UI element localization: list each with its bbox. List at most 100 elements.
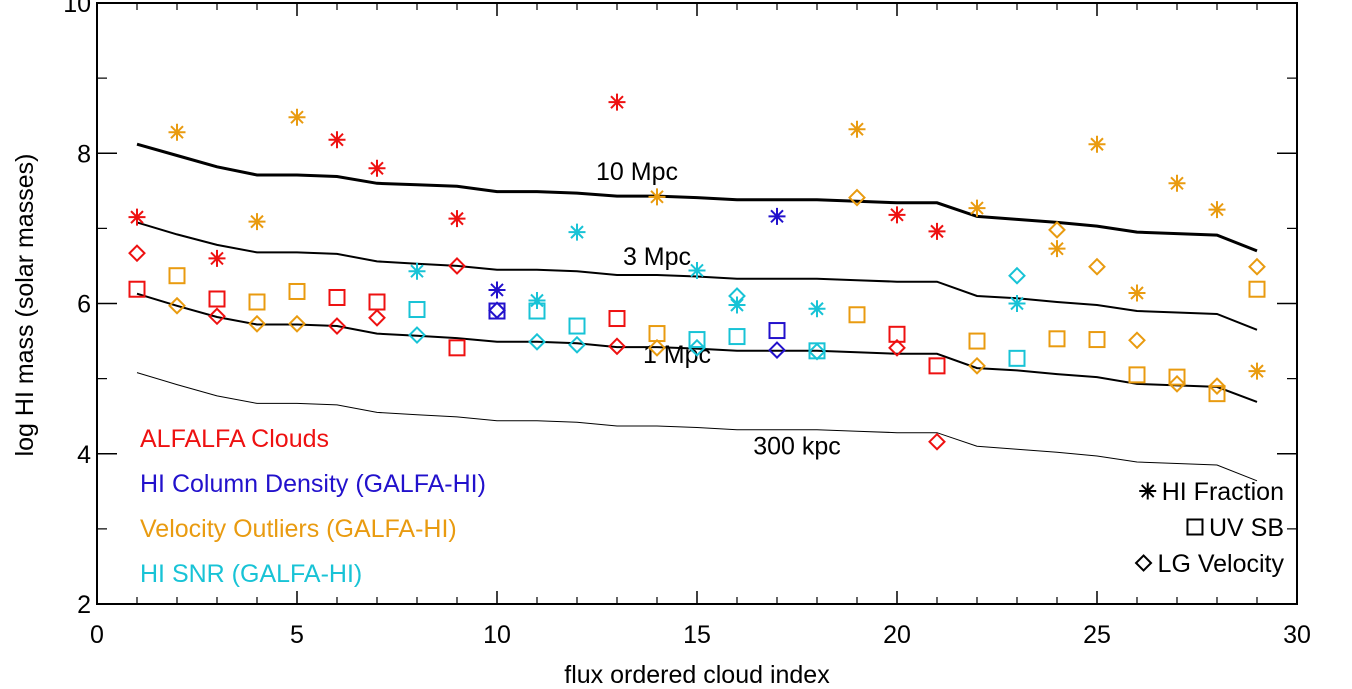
velocity-diamond-point	[968, 356, 986, 375]
velocity-square-point	[168, 267, 186, 285]
velocity-diamond-point	[1088, 257, 1106, 276]
reference-curves: 10 Mpc 3 Mpc 1 Mpc 300 kpc	[136, 142, 1258, 482]
x-tick-label: 20	[883, 621, 911, 649]
reference-curve-line	[136, 372, 1258, 482]
symbol-legend-square-label: UV SB	[1209, 514, 1284, 542]
velocity-asterisk-point	[1048, 240, 1066, 258]
y-tick-label: 6	[77, 291, 91, 319]
column-diamond-point	[488, 301, 506, 320]
velocity-square-point	[1088, 331, 1106, 349]
velocity-diamond-point	[1208, 377, 1226, 396]
alfalfa-square-point	[448, 339, 466, 357]
x-tick-label: 15	[683, 621, 711, 649]
velocity-diamond-point	[1128, 331, 1146, 350]
alfalfa-square-point	[928, 357, 946, 375]
velocity-asterisk-point	[1248, 362, 1266, 380]
velocity-square-point	[248, 293, 266, 311]
alfalfa-square-point	[128, 280, 146, 298]
snr-square-point	[528, 302, 546, 320]
velocity-asterisk-point	[648, 188, 666, 206]
symbol-legend-diamond-icon	[1134, 554, 1153, 572]
symbol-legend-square-icon	[1186, 518, 1204, 536]
velocity-asterisk-point	[168, 123, 186, 141]
alfalfa-asterisk-point	[888, 206, 906, 224]
column-diamond-point	[768, 341, 786, 359]
data-points	[128, 93, 1266, 451]
column-asterisk-point	[488, 281, 506, 299]
velocity-square-point	[1168, 368, 1186, 386]
velocity-diamond-point	[288, 314, 306, 333]
velocity-diamond-point	[848, 188, 866, 207]
snr-asterisk-point	[808, 300, 826, 318]
snr-diamond-point	[528, 332, 546, 351]
category-legend-column: HI Column Density (GALFA-HI)	[140, 470, 486, 498]
snr-square-point	[1008, 349, 1026, 367]
velocity-square-point	[1048, 330, 1066, 348]
x-axis-title: flux ordered cloud index	[564, 661, 830, 689]
velocity-square-point	[848, 306, 866, 324]
velocity-diamond-point	[248, 314, 266, 333]
alfalfa-diamond-point	[328, 317, 346, 335]
snr-diamond-point	[808, 342, 826, 361]
column-square-point	[768, 322, 786, 340]
symbol-legend-asterisk-icon	[1139, 482, 1157, 500]
alfalfa-square-point	[328, 288, 346, 306]
symbol-legend-asterisk-label: HI Fraction	[1162, 478, 1284, 506]
snr-square-point	[568, 317, 586, 335]
column-square-point	[488, 302, 506, 320]
y-tick-label: 4	[77, 441, 91, 469]
x-tick-label: 10	[483, 621, 511, 649]
alfalfa-diamond-point	[928, 432, 946, 451]
category-legend-alfalfa: ALFALFA Clouds	[140, 425, 329, 453]
snr-square-point	[688, 331, 706, 349]
velocity-asterisk-point	[1208, 201, 1226, 219]
velocity-diamond-point	[648, 338, 666, 357]
alfalfa-square-point	[368, 293, 386, 311]
x-tick-label: 0	[90, 621, 104, 649]
column-asterisk-point	[768, 207, 786, 225]
reference-curve-label: 10 Mpc	[596, 158, 678, 186]
axis-ticks: 0 5 10 15 20 25 30 2 4 6 8 10	[63, 0, 1311, 649]
snr-diamond-point	[728, 287, 746, 305]
snr-diamond-point	[568, 335, 586, 354]
reference-curve-label: 3 Mpc	[623, 243, 691, 271]
alfalfa-diamond-point	[888, 338, 906, 357]
velocity-diamond-point	[168, 296, 186, 315]
velocity-asterisk-point	[1128, 284, 1146, 302]
alfalfa-asterisk-point	[128, 208, 146, 226]
reference-curve-label: 300 kpc	[753, 433, 841, 461]
alfalfa-diamond-point	[448, 257, 466, 275]
category-legend-velocity: Velocity Outliers (GALFA-HI)	[140, 515, 457, 543]
velocity-asterisk-point	[288, 108, 306, 126]
alfalfa-asterisk-point	[208, 249, 226, 267]
y-tick-label: 8	[77, 140, 91, 168]
snr-asterisk-point	[408, 262, 426, 280]
velocity-square-point	[1248, 280, 1266, 298]
snr-asterisk-point	[1008, 295, 1026, 312]
reference-curve-line	[136, 292, 1258, 403]
legends: ALFALFA Clouds HI Column Density (GALFA-H…	[140, 425, 1284, 588]
alfalfa-diamond-point	[608, 337, 626, 356]
snr-diamond-point	[688, 338, 706, 357]
alfalfa-asterisk-point	[448, 210, 466, 228]
velocity-asterisk-point	[968, 199, 986, 217]
alfalfa-square-point	[608, 310, 626, 328]
snr-asterisk-point	[528, 291, 546, 309]
y-tick-label: 10	[63, 0, 91, 18]
snr-square-point	[728, 328, 746, 346]
alfalfa-diamond-point	[208, 307, 226, 326]
velocity-asterisk-point	[1088, 135, 1106, 153]
velocity-asterisk-point	[1168, 174, 1186, 192]
alfalfa-asterisk-point	[328, 131, 346, 149]
velocity-square-point	[288, 282, 306, 300]
symbol-legend-diamond-label: LG Velocity	[1158, 550, 1285, 578]
velocity-diamond-point	[1168, 374, 1186, 393]
velocity-square-point	[1128, 366, 1146, 384]
reference-curve-line	[136, 142, 1258, 253]
y-axis-title: log HI mass (solar masses)	[11, 154, 39, 457]
snr-asterisk-point	[688, 261, 706, 279]
alfalfa-diamond-point	[128, 244, 146, 263]
velocity-square-point	[968, 332, 986, 350]
velocity-asterisk-point	[848, 120, 866, 138]
